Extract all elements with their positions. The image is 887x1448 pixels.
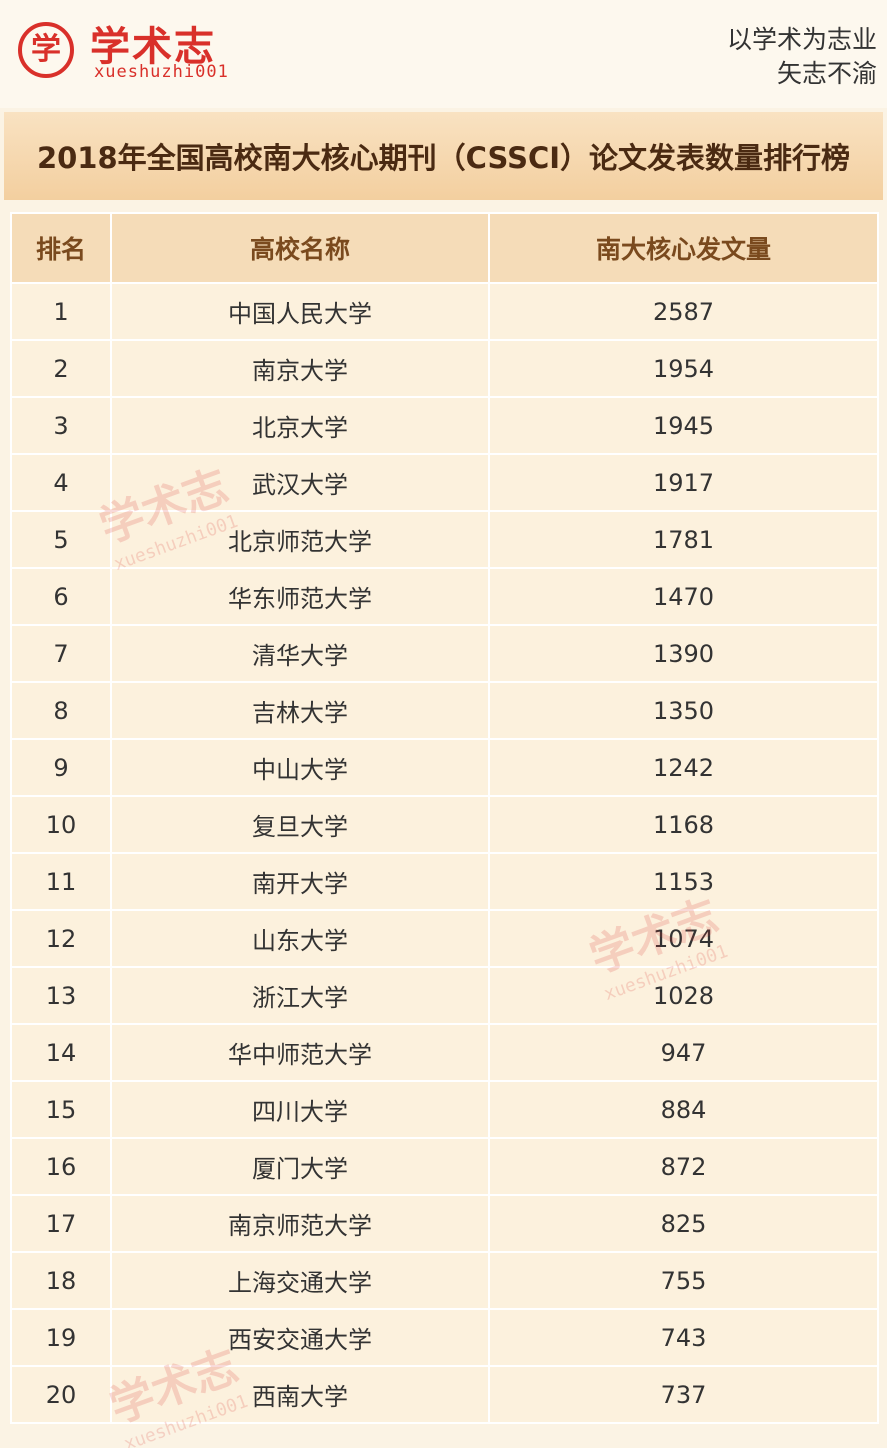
university-cell: 吉林大学	[110, 681, 490, 740]
count-cell: 743	[488, 1308, 879, 1367]
rank-cell: 9	[10, 738, 112, 797]
header-row: 排名 高校名称 南大核心发文量	[10, 212, 879, 284]
column-header: 南大核心发文量	[488, 212, 879, 284]
count-cell: 1945	[488, 396, 879, 455]
count-cell: 1781	[488, 510, 879, 569]
university-cell: 厦门大学	[110, 1137, 490, 1196]
count-cell: 737	[488, 1365, 879, 1424]
table-row: 6 华东师范大学 1470	[10, 567, 879, 626]
logo: 学	[18, 22, 74, 78]
title-band: 2018年全国高校南大核心期刊（CSSCI）论文发表数量排行榜	[4, 112, 883, 200]
count-cell: 825	[488, 1194, 879, 1253]
rank-cell: 11	[10, 852, 112, 911]
rank-cell: 5	[10, 510, 112, 569]
count-cell: 1168	[488, 795, 879, 854]
count-cell: 755	[488, 1251, 879, 1310]
table-row: 19 西安交通大学 743	[10, 1308, 879, 1367]
count-cell: 2587	[488, 282, 879, 341]
slogan: 矢志不渝	[776, 59, 877, 88]
table-row: 9 中山大学 1242	[10, 738, 879, 797]
university-cell: 中国人民大学	[110, 282, 490, 341]
column-header: 排名	[10, 212, 112, 284]
university-cell: 南京师范大学	[110, 1194, 490, 1253]
rank-cell: 15	[10, 1080, 112, 1139]
university-cell: 中山大学	[110, 738, 490, 797]
table-row: 2 南京大学 1954	[10, 339, 879, 398]
table-row: 5 北京师范大学 1781	[10, 510, 879, 569]
university-cell: 华中师范大学	[110, 1023, 490, 1082]
university-cell: 南京大学	[110, 339, 490, 398]
rank-cell: 3	[10, 396, 112, 455]
rank-cell: 2	[10, 339, 112, 398]
handle: xueshuzhi001	[94, 62, 229, 82]
table-row: 12 山东大学 1074	[10, 909, 879, 968]
university-cell: 上海交通大学	[110, 1251, 490, 1310]
ranking-table: 排名 高校名称 南大核心发文量 1 中国人民大学 2587 2 南京大学 1954 3 北京大学 1…	[10, 212, 879, 1424]
table-row: 15 四川大学 884	[10, 1080, 879, 1139]
table-row: 13 浙江大学 1028	[10, 966, 879, 1025]
rank-cell: 4	[10, 453, 112, 512]
table-row: 7 清华大学 1390	[10, 624, 879, 683]
university-cell: 西安交通大学	[110, 1308, 490, 1367]
university-cell: 北京大学	[110, 396, 490, 455]
rank-cell: 1	[10, 282, 112, 341]
count-cell: 947	[488, 1023, 879, 1082]
header: 学 学术志 xueshuzhi001 以学术为志业 矢志不渝	[0, 0, 887, 108]
rank-cell: 17	[10, 1194, 112, 1253]
rank-cell: 7	[10, 624, 112, 683]
university-cell: 西南大学	[110, 1365, 490, 1424]
count-cell: 1470	[488, 567, 879, 626]
count-cell: 1153	[488, 852, 879, 911]
rank-cell: 19	[10, 1308, 112, 1367]
table-row: 14 华中师范大学 947	[10, 1023, 879, 1082]
university-cell: 浙江大学	[110, 966, 490, 1025]
count-cell: 1350	[488, 681, 879, 740]
university-cell: 四川大学	[110, 1080, 490, 1139]
university-cell: 复旦大学	[110, 795, 490, 854]
rank-cell: 6	[10, 567, 112, 626]
table-row: 16 厦门大学 872	[10, 1137, 879, 1196]
rank-cell: 18	[10, 1251, 112, 1310]
column-header: 高校名称	[110, 212, 490, 284]
university-cell: 南开大学	[110, 852, 490, 911]
table-row: 11 南开大学 1153	[10, 852, 879, 911]
count-cell: 884	[488, 1080, 879, 1139]
count-cell: 1028	[488, 966, 879, 1025]
rank-cell: 12	[10, 909, 112, 968]
rank-cell: 16	[10, 1137, 112, 1196]
table-row: 17 南京师范大学 825	[10, 1194, 879, 1253]
table-row: 20 西南大学 737	[10, 1365, 879, 1424]
table-row: 18 上海交通大学 755	[10, 1251, 879, 1310]
title: 2018年全国高校南大核心期刊（CSSCI）论文发表数量排行榜	[36, 141, 851, 175]
rank-cell: 13	[10, 966, 112, 1025]
table-row: 3 北京大学 1945	[10, 396, 879, 455]
rank-cell: 10	[10, 795, 112, 854]
university-cell: 华东师范大学	[110, 567, 490, 626]
count-cell: 1390	[488, 624, 879, 683]
brand: 学术志	[90, 24, 216, 70]
count-cell: 1954	[488, 339, 879, 398]
university-cell: 清华大学	[110, 624, 490, 683]
count-cell: 1242	[488, 738, 879, 797]
slogan: 以学术为志业	[726, 25, 877, 54]
rank-cell: 20	[10, 1365, 112, 1424]
count-cell: 872	[488, 1137, 879, 1196]
table-row: 10 复旦大学 1168	[10, 795, 879, 854]
table-row: 8 吉林大学 1350	[10, 681, 879, 740]
table-row: 4 武汉大学 1917	[10, 453, 879, 512]
count-cell: 1917	[488, 453, 879, 512]
count-cell: 1074	[488, 909, 879, 968]
table-row: 1 中国人民大学 2587	[10, 282, 879, 341]
university-cell: 山东大学	[110, 909, 490, 968]
university-cell: 北京师范大学	[110, 510, 490, 569]
rank-cell: 14	[10, 1023, 112, 1082]
rank-cell: 8	[10, 681, 112, 740]
university-cell: 武汉大学	[110, 453, 490, 512]
